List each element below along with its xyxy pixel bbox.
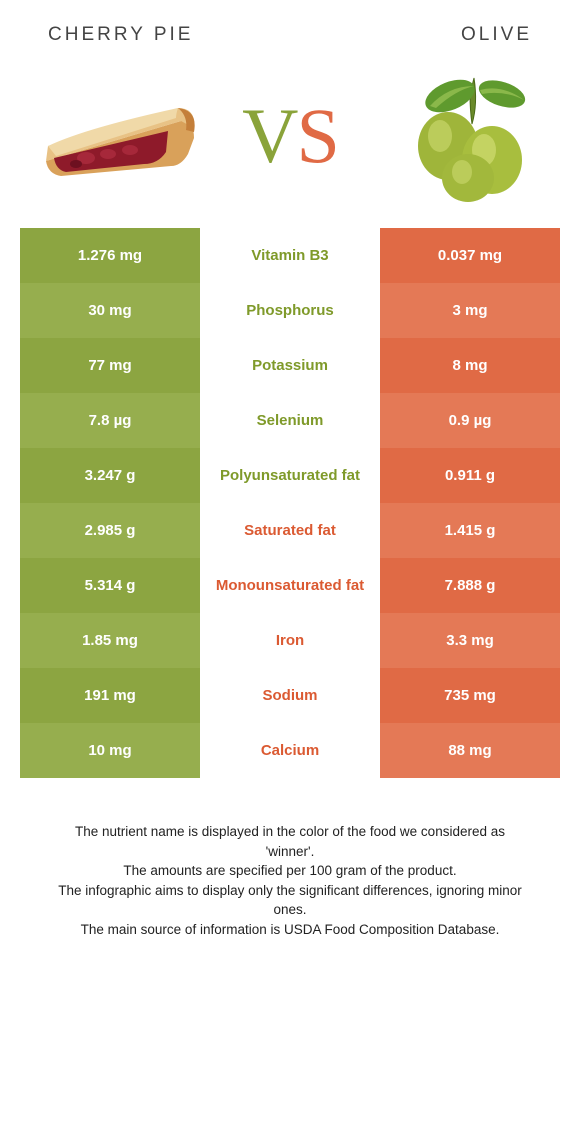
table-row: 30 mgPhosphorus3 mg — [20, 283, 560, 338]
cell-nutrient-name: Potassium — [200, 338, 380, 393]
cell-right-value: 88 mg — [380, 723, 560, 778]
footer-line: The infographic aims to display only the… — [50, 881, 530, 920]
cell-nutrient-name: Phosphorus — [200, 283, 380, 338]
cell-left-value: 30 mg — [20, 283, 200, 338]
cell-right-value: 8 mg — [380, 338, 560, 393]
footer-line: The main source of information is USDA F… — [50, 920, 530, 940]
table-row: 1.276 mgVitamin B30.037 mg — [20, 228, 560, 283]
cell-nutrient-name: Vitamin B3 — [200, 228, 380, 283]
cell-left-value: 3.247 g — [20, 448, 200, 503]
cell-left-value: 10 mg — [20, 723, 200, 778]
vs-label: VS — [242, 91, 338, 181]
cell-right-value: 0.9 µg — [380, 393, 560, 448]
footer-line: The nutrient name is displayed in the co… — [50, 822, 530, 861]
table-row: 1.85 mgIron3.3 mg — [20, 613, 560, 668]
nutrient-table: 1.276 mgVitamin B30.037 mg30 mgPhosphoru… — [20, 228, 560, 778]
cell-left-value: 2.985 g — [20, 503, 200, 558]
cell-right-value: 3.3 mg — [380, 613, 560, 668]
olive-icon — [374, 66, 554, 206]
table-row: 5.314 gMonounsaturated fat7.888 g — [20, 558, 560, 613]
cell-left-value: 5.314 g — [20, 558, 200, 613]
cell-right-value: 3 mg — [380, 283, 560, 338]
cell-left-value: 1.276 mg — [20, 228, 200, 283]
cell-nutrient-name: Calcium — [200, 723, 380, 778]
footer-notes: The nutrient name is displayed in the co… — [20, 778, 560, 939]
vs-v: V — [242, 92, 296, 179]
cell-left-value: 7.8 µg — [20, 393, 200, 448]
cell-right-value: 0.911 g — [380, 448, 560, 503]
table-row: 191 mgSodium735 mg — [20, 668, 560, 723]
hero-row: VS — [20, 60, 560, 228]
footer-line: The amounts are specified per 100 gram o… — [50, 861, 530, 881]
cell-nutrient-name: Monounsaturated fat — [200, 558, 380, 613]
cell-right-value: 735 mg — [380, 668, 560, 723]
table-row: 10 mgCalcium88 mg — [20, 723, 560, 778]
title-right: OLIVE — [461, 24, 532, 46]
cell-nutrient-name: Polyunsaturated fat — [200, 448, 380, 503]
title-left: CHERRY PIE — [48, 24, 193, 46]
cell-right-value: 1.415 g — [380, 503, 560, 558]
cell-left-value: 191 mg — [20, 668, 200, 723]
titles-row: CHERRY PIE OLIVE — [20, 24, 560, 60]
cell-nutrient-name: Sodium — [200, 668, 380, 723]
table-row: 77 mgPotassium8 mg — [20, 338, 560, 393]
cell-left-value: 77 mg — [20, 338, 200, 393]
cell-left-value: 1.85 mg — [20, 613, 200, 668]
cell-right-value: 7.888 g — [380, 558, 560, 613]
vs-s: S — [296, 92, 337, 179]
cherry-pie-icon — [26, 66, 206, 206]
cell-right-value: 0.037 mg — [380, 228, 560, 283]
cell-nutrient-name: Saturated fat — [200, 503, 380, 558]
table-row: 3.247 gPolyunsaturated fat0.911 g — [20, 448, 560, 503]
cell-nutrient-name: Selenium — [200, 393, 380, 448]
cell-nutrient-name: Iron — [200, 613, 380, 668]
table-row: 7.8 µgSelenium0.9 µg — [20, 393, 560, 448]
table-row: 2.985 gSaturated fat1.415 g — [20, 503, 560, 558]
